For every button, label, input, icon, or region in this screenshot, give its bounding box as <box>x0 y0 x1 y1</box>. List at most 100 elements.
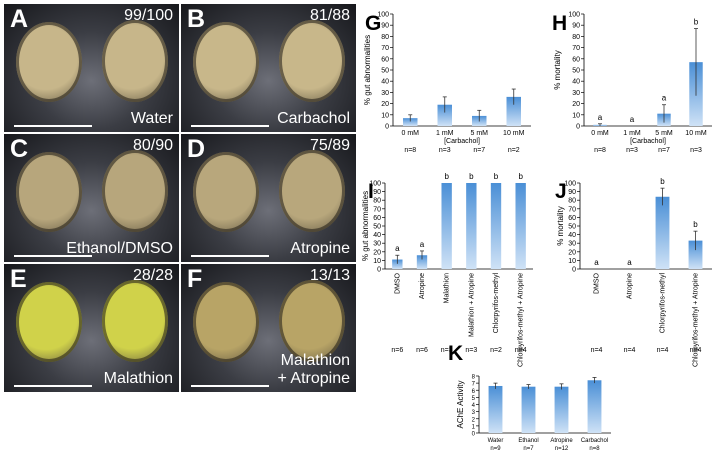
y-tick-label-g: 100 <box>377 12 389 19</box>
x-tick-label-k: Water <box>488 438 504 444</box>
scale-bar <box>191 255 269 257</box>
bar-g <box>437 104 452 126</box>
panel-letter: D <box>187 135 206 163</box>
condition-label: Atropine <box>290 240 350 257</box>
y-tick-label-k: 8 <box>472 375 476 381</box>
y-tick-label-h: 40 <box>572 79 580 86</box>
y-tick-label-j: 20 <box>568 249 576 256</box>
y-tick-label-g: 80 <box>381 34 389 41</box>
x-tick-label-g: 0 mM <box>402 130 420 137</box>
condition-label: Ethanol/DMSO <box>66 240 173 257</box>
bar-i <box>515 183 526 269</box>
n-label-h: n=3 <box>690 147 702 154</box>
n-label-i: n=6 <box>416 347 428 354</box>
bar-k <box>521 386 536 433</box>
n-label-g: n=2 <box>508 147 520 154</box>
condition-label: Malathion + Atropine <box>277 352 351 387</box>
significance-label-h: a <box>662 94 667 103</box>
y-tick-label-g: 50 <box>381 68 389 75</box>
x-tick-label-h: 10 mM <box>685 130 707 137</box>
photo-panel-a: A 99/100 Water <box>4 4 179 132</box>
x-tick-label-g: 5 mM <box>471 130 489 137</box>
bar-k <box>488 385 503 433</box>
n-label-i: n=2 <box>490 347 502 354</box>
embryo-count: 28/28 <box>132 267 173 284</box>
embryo-count: 99/100 <box>124 7 173 24</box>
bar-g <box>403 118 418 126</box>
bar-k <box>587 380 602 433</box>
n-label-g: n=3 <box>439 147 451 154</box>
x-tick-label-k: Ethanol <box>518 438 538 444</box>
y-tick-label-i: 60 <box>373 215 381 222</box>
panel-letter: F <box>187 265 203 293</box>
scale-bar <box>14 385 92 387</box>
embryo-left <box>16 22 82 102</box>
y-tick-label-j: 80 <box>568 198 576 205</box>
y-tick-label-i: 50 <box>373 224 381 231</box>
x-tick-label-i: Malathion <box>444 273 451 303</box>
x-tick-label-j: Atropine <box>627 273 634 299</box>
photo-panel-c: C 80/90 Ethanol/DMSO <box>4 134 179 262</box>
n-label-i: n=6 <box>391 347 403 354</box>
panel-letter: E <box>10 265 27 293</box>
panel-letter: A <box>10 5 29 33</box>
x-tick-label-i: Chlorpyrifos-methyl + Atropine <box>518 273 525 367</box>
significance-label-h: b <box>694 18 699 27</box>
bar-i <box>416 255 428 269</box>
x-tick-label-j: Chlorpyrifos-methyl <box>660 273 667 334</box>
y-tick-label-i: 0 <box>377 267 381 274</box>
embryo-right <box>102 150 168 232</box>
n-label-k: n=12 <box>555 446 569 452</box>
y-tick-label-h: 60 <box>572 56 580 63</box>
n-label-h: n=8 <box>594 147 606 154</box>
embryo-left <box>193 282 259 362</box>
x-axis-label-h: [Carbachol] <box>630 138 666 145</box>
n-label-h: n=7 <box>658 147 670 154</box>
y-tick-label-k: 7 <box>472 382 476 388</box>
y-tick-label-h: 30 <box>572 90 580 97</box>
y-tick-label-j: 50 <box>568 224 576 231</box>
y-tick-label-i: 70 <box>373 206 381 213</box>
y-tick-label-g: 0 <box>385 124 389 131</box>
n-label-j: n=4 <box>591 347 603 354</box>
n-label-k: n=9 <box>490 446 501 452</box>
y-tick-label-h: 100 <box>568 12 580 19</box>
scale-bar <box>191 385 269 387</box>
y-tick-label-h: 70 <box>572 45 580 52</box>
scale-bar <box>191 125 269 127</box>
y-tick-label-g: 40 <box>381 79 389 86</box>
n-label-i: n=3 <box>441 347 453 354</box>
y-tick-label-g: 20 <box>381 101 389 108</box>
y-tick-label-k: 2 <box>472 417 476 423</box>
y-tick-label-i: 80 <box>373 198 381 205</box>
photo-panel-e: E 28/28 Malathion <box>4 264 179 392</box>
y-tick-label-k: 5 <box>472 396 476 402</box>
embryo-count: 81/88 <box>309 7 350 24</box>
y-tick-label-j: 10 <box>568 258 576 265</box>
y-tick-label-j: 40 <box>568 232 576 239</box>
y-axis-label-i: % gut abnormalities <box>361 191 370 261</box>
n-label-k: n=8 <box>589 446 600 452</box>
y-tick-label-i: 100 <box>369 181 381 188</box>
significance-label-i: b <box>494 172 499 181</box>
significance-label-j: a <box>627 258 632 267</box>
y-axis-label-j: % mortality <box>556 206 565 246</box>
n-label-j: n=4 <box>690 347 702 354</box>
y-tick-label-k: 1 <box>472 424 476 430</box>
photo-panel-b: B 81/88 Carbachol <box>181 4 356 132</box>
panel-letter-k: K <box>448 342 463 365</box>
significance-label-i: b <box>469 172 474 181</box>
embryo-count: 13/13 <box>309 267 350 284</box>
embryo-right <box>279 20 345 102</box>
y-tick-label-h: 0 <box>576 124 580 131</box>
y-tick-label-k: 4 <box>472 403 476 409</box>
embryo-right <box>279 150 345 232</box>
y-tick-label-g: 90 <box>381 23 389 30</box>
panel-letter-i: I <box>368 180 374 203</box>
significance-label-i: a <box>395 244 400 253</box>
photo-panel-f: F 13/13 Malathion + Atropine <box>181 264 356 392</box>
y-tick-label-j: 70 <box>568 206 576 213</box>
bar-i <box>392 259 403 269</box>
y-tick-label-h: 80 <box>572 34 580 41</box>
y-axis-label-k: AChE Activity <box>456 380 465 428</box>
